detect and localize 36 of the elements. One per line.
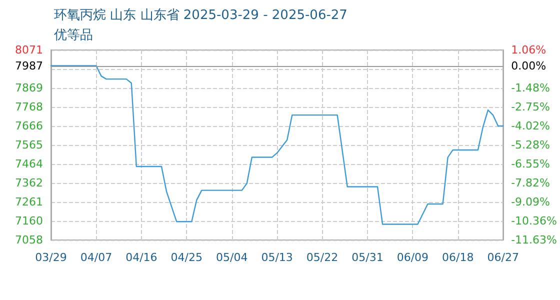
y-tick-label: 7464 [15,157,43,170]
y2-tick-label: -1.48% [511,82,550,95]
y2-tick-label: -7.82% [511,176,550,190]
x-tick-label: 04/25 [170,251,202,264]
x-tick-label: 05/22 [306,251,338,264]
x-tick-label: 05/13 [261,251,293,264]
y2-tick-label: -9.09% [511,195,550,208]
x-tick-label: 04/16 [126,251,158,264]
y-tick-label: 7058 [15,234,43,246]
x-tick-label: 06/27 [487,251,519,264]
y2-tick-label: -11.63% [511,234,558,246]
x-tick-label: 04/07 [80,251,112,264]
y2-tick-label: -10.36% [511,214,558,228]
y-tick-label: 8071 [15,44,43,56]
y2-tick-label: -2.75% [511,100,550,114]
y2-tick-label: 0.00% [511,59,546,72]
y-tick-label: 7869 [15,81,43,94]
y2-tick-label: -6.55% [511,157,550,170]
y2-tick-label: -5.28% [511,138,550,152]
x-tick-label: 06/18 [442,251,474,264]
y-tick-label: 7362 [15,176,43,190]
y-tick-label: 7261 [15,195,43,208]
chart-subtitle: 优等品 [54,28,93,43]
y-tick-label: 7565 [15,138,43,152]
ref-line-label: 7987 [15,59,43,72]
line-series [50,65,504,225]
chart-title: 环氧丙烷 山东 山东省 2025-03-29 - 2025-06-27 [54,8,348,23]
x-tick-label: 05/31 [352,251,384,264]
y-tick-label: 7768 [15,100,43,114]
y2-tick-label: 1.06% [511,44,546,56]
y-tick-label: 7160 [15,214,43,228]
x-tick-label: 03/29 [35,251,67,264]
y2-tick-label: -4.02% [511,120,550,133]
y-tick-label: 7666 [15,119,43,132]
x-tick-label: 06/09 [396,251,429,264]
x-tick-label: 05/04 [216,251,248,264]
